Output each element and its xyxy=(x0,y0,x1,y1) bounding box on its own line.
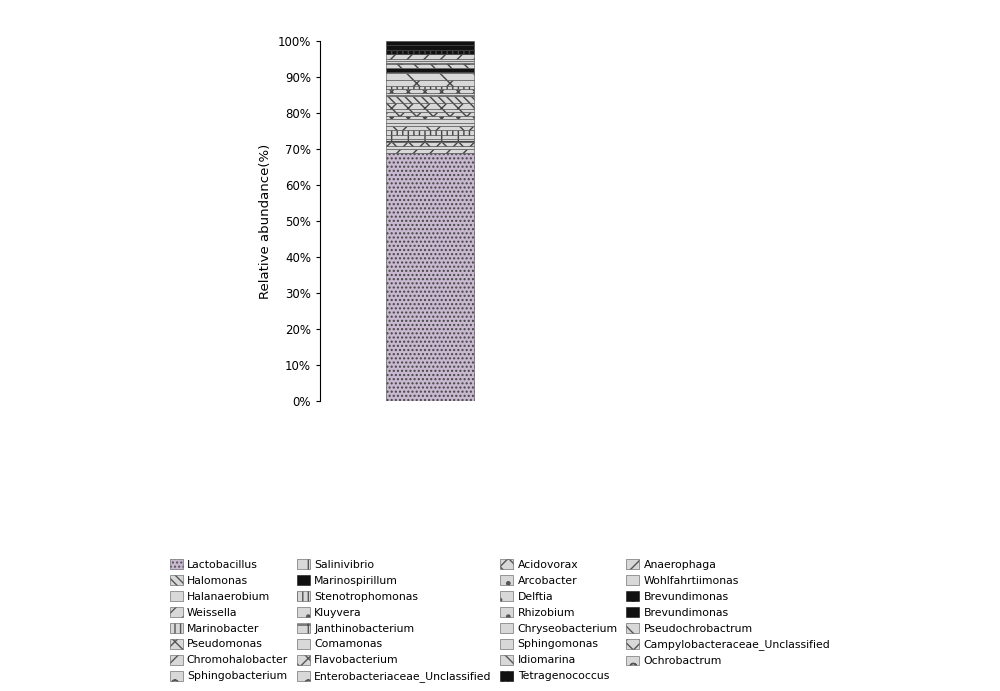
Bar xyxy=(386,72,474,73)
Bar xyxy=(386,61,474,63)
Bar xyxy=(386,80,474,86)
Bar xyxy=(386,86,474,89)
Bar xyxy=(386,130,474,135)
Bar xyxy=(386,142,474,146)
Bar xyxy=(386,112,474,116)
Y-axis label: Relative abundance(%): Relative abundance(%) xyxy=(259,144,272,299)
Bar xyxy=(386,116,474,120)
Bar xyxy=(386,96,474,104)
Bar xyxy=(386,50,474,54)
Bar xyxy=(386,104,474,108)
Bar xyxy=(386,41,474,45)
Bar xyxy=(386,139,474,142)
Bar xyxy=(386,149,474,153)
Bar xyxy=(386,146,474,149)
Bar xyxy=(386,108,474,112)
Bar xyxy=(386,126,474,130)
Bar xyxy=(386,63,474,64)
Bar xyxy=(386,153,474,401)
Bar xyxy=(386,68,474,72)
Bar xyxy=(386,45,474,50)
Bar xyxy=(386,123,474,126)
Bar xyxy=(386,59,474,61)
Bar xyxy=(386,54,474,59)
Bar xyxy=(386,73,474,80)
Bar xyxy=(386,89,474,93)
Bar xyxy=(386,120,474,123)
Legend: Lactobacillus, Halomonas, Halanaerobium, Weissella, Marinobacter, Pseudomonas, C: Lactobacillus, Halomonas, Halanaerobium,… xyxy=(166,556,834,685)
Bar xyxy=(386,93,474,95)
Bar xyxy=(386,135,474,139)
Bar xyxy=(386,64,474,68)
Bar xyxy=(386,95,474,96)
